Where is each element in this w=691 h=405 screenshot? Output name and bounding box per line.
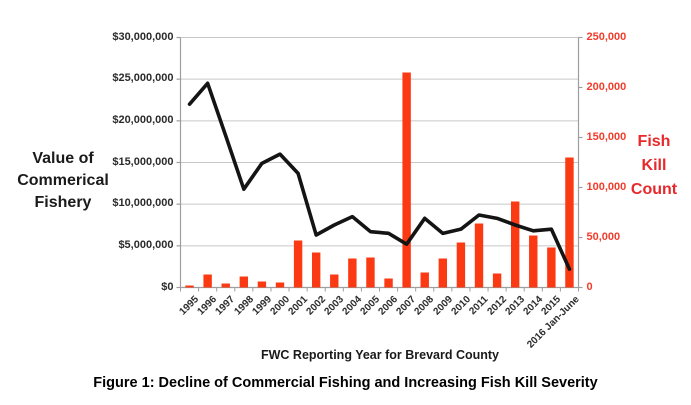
fish-kill-bar-2014	[529, 235, 538, 288]
right-axis-tick-label: 150,000	[586, 130, 627, 143]
fish-kill-bar-2007	[402, 72, 411, 288]
left-axis-tick-label: $0	[161, 280, 174, 293]
left-axis-tick-label: $5,000,000	[118, 238, 174, 251]
left-axis-title-line2: Commerical	[17, 172, 109, 189]
fishery-value-line	[187, 81, 572, 271]
fish-kill-bar-2013	[510, 201, 520, 288]
fish-kill-bar-2003	[330, 274, 339, 288]
left-axis-tick-label: $20,000,000	[112, 113, 174, 126]
x-axis-title: FWC Reporting Year for Brevard County	[261, 348, 499, 362]
fish-kill-bar-2000	[275, 282, 285, 288]
fish-kill-bar-2016 Jan-June	[565, 157, 574, 288]
fish-kill-bar-2012	[492, 273, 502, 288]
fish-kill-bar-2005	[366, 257, 375, 288]
left-axis-title-line3: Fishery	[34, 194, 92, 211]
fish-kill-bar-2009	[438, 258, 448, 288]
fish-kill-bar-1995	[185, 285, 194, 288]
right-axis-tick-label: 250,000	[586, 30, 627, 43]
right-axis-title: Fish Kill Count	[620, 130, 688, 202]
right-axis-title-line3: Count	[630, 181, 678, 198]
fish-kill-bar-2002	[311, 252, 321, 288]
figure-caption: Figure 1: Decline of Commercial Fishing …	[93, 375, 598, 391]
fish-kill-bar-1998	[239, 276, 249, 288]
fish-kill-bar-2001	[293, 240, 303, 288]
right-axis-title-line2: Kill	[641, 157, 667, 174]
fish-kill-bar-2011	[474, 223, 484, 288]
left-axis-title: Value of Commerical Fishery	[4, 148, 122, 214]
left-axis-tick-label: $25,000,000	[112, 72, 174, 85]
fish-kill-bar-1999	[257, 281, 267, 288]
fish-kill-bar-1996	[203, 274, 212, 288]
right-axis-tick-label: 0	[586, 280, 593, 293]
right-axis-tick-label: 100,000	[586, 180, 627, 193]
left-axis-tick-label: $10,000,000	[112, 197, 174, 210]
right-axis-tick-label: 50,000	[586, 230, 621, 243]
fish-kill-bar-1997	[221, 283, 230, 288]
fish-kill-bar-2015	[547, 247, 556, 288]
left-axis-title-line1: Value of	[32, 150, 94, 167]
right-axis-tick-label: 200,000	[586, 80, 627, 93]
fish-kill-bar-2006	[384, 278, 393, 288]
fish-kill-bar-2008	[420, 272, 429, 288]
fish-kill-bar-2004	[348, 258, 357, 288]
chart-plot-area	[176, 36, 583, 292]
right-axis-title-line1: Fish	[637, 133, 671, 150]
left-axis-tick-label: $30,000,000	[112, 30, 174, 43]
fish-kill-bar-2010	[456, 242, 466, 288]
left-axis-tick-label: $15,000,000	[112, 155, 174, 168]
